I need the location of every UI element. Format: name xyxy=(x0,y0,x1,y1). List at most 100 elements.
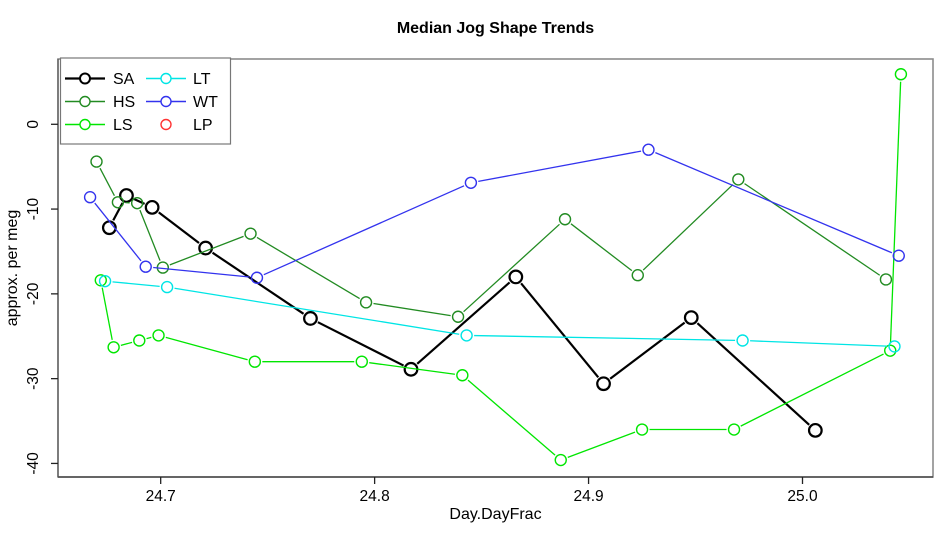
series-line-segment xyxy=(463,223,560,313)
series-line-segment xyxy=(174,287,460,335)
y-axis-title: approx. per meg xyxy=(4,210,21,327)
data-point-LT xyxy=(160,280,174,294)
legend-label: SA xyxy=(113,71,135,88)
series-line-segment xyxy=(139,209,161,261)
series-line-segment xyxy=(696,322,810,426)
y-tick-label: -10 xyxy=(25,197,42,220)
series-line-segment xyxy=(520,282,600,379)
data-point-HS xyxy=(732,173,745,186)
data-point-HS xyxy=(130,196,144,210)
data-point-LS xyxy=(152,329,165,342)
series-line-segment xyxy=(158,211,200,244)
data-point-SA xyxy=(596,376,611,392)
legend-marker-icon xyxy=(79,95,91,108)
data-point-LS xyxy=(635,423,649,436)
legend: SA HS LS LT WT LP xyxy=(59,57,232,145)
legend-marker-icon xyxy=(79,72,91,85)
legend-marker-icon xyxy=(160,72,172,85)
data-point-LS xyxy=(727,423,741,436)
data-point-SA xyxy=(508,269,524,285)
data-point-SA xyxy=(119,188,134,203)
series-line-segment xyxy=(609,321,686,380)
legend-entry-SA: SA xyxy=(65,71,135,88)
y-tick-label: -30 xyxy=(25,367,42,390)
data-point-LS xyxy=(554,453,567,467)
legend-label: WT xyxy=(193,94,218,111)
series-SA xyxy=(101,188,823,438)
series-line-segment xyxy=(750,340,888,347)
data-point-LS xyxy=(94,274,107,287)
x-axis-ticks: 24.7 24.8 24.9 25.0 xyxy=(146,477,818,505)
series-line-segment xyxy=(474,334,736,342)
series-HS xyxy=(90,155,893,323)
x-tick-label: 24.7 xyxy=(146,488,176,505)
data-point-HS xyxy=(558,213,572,226)
series-line-segment xyxy=(416,281,511,365)
series-line-segment xyxy=(642,184,734,271)
series-line-segment xyxy=(744,183,881,276)
series-line-segment xyxy=(570,223,633,272)
data-point-HS xyxy=(90,155,103,168)
data-point-HS xyxy=(631,269,644,282)
data-point-LS xyxy=(107,341,120,354)
data-point-LS xyxy=(133,334,146,347)
data-point-WT xyxy=(464,176,478,189)
chart-title: Median Jog Shape Trends xyxy=(396,20,595,37)
data-point-WT xyxy=(892,249,905,262)
series-line-segment xyxy=(740,353,884,427)
series-line-segment xyxy=(369,362,455,375)
data-point-SA xyxy=(144,199,160,215)
series-line-segment xyxy=(120,341,133,346)
series-line-segment xyxy=(317,321,405,367)
data-point-LS xyxy=(894,68,908,81)
series-line-segment xyxy=(655,152,893,254)
series-line-segment xyxy=(467,379,556,456)
legend-entry-HS: HS xyxy=(65,94,135,111)
series-LS xyxy=(94,68,908,467)
x-axis-title: Day.DayFrac xyxy=(449,506,541,523)
legend-marker-icon xyxy=(160,95,172,108)
data-point-LS xyxy=(884,344,897,357)
x-tick-label: 24.8 xyxy=(360,488,390,505)
data-point-HS xyxy=(359,296,373,309)
data-point-WT xyxy=(83,191,97,204)
data-point-HS xyxy=(879,273,893,286)
series-line-segment xyxy=(146,336,152,340)
data-point-WT xyxy=(139,260,152,273)
series-line-segment xyxy=(101,287,113,341)
legend-entry-LT: LT xyxy=(146,71,211,88)
series-line-segment xyxy=(478,150,642,183)
legend-entry-LS: LS xyxy=(65,117,133,134)
data-point-LT xyxy=(98,274,112,288)
legend-label: HS xyxy=(113,94,135,111)
series-line-segment xyxy=(94,202,142,262)
series-line-segment xyxy=(153,266,250,278)
series-line-segment xyxy=(256,236,360,300)
y-axis-ticks: 0 -10 -20 -30 -40 xyxy=(25,120,58,475)
legend-marker-icon xyxy=(79,118,91,131)
series-line-segment xyxy=(165,336,248,361)
legend-marker-icon xyxy=(160,118,172,131)
legend-entry-WT: WT xyxy=(146,94,218,111)
data-point-LS xyxy=(248,355,262,368)
data-point-SA xyxy=(807,422,823,438)
data-point-WT xyxy=(250,271,264,284)
y-tick-label: 0 xyxy=(25,120,42,129)
series-line-segment xyxy=(99,167,115,196)
data-point-HS xyxy=(244,227,257,240)
series-line-segment xyxy=(889,81,902,344)
y-tick-label: -40 xyxy=(25,452,42,475)
y-tick-label: -20 xyxy=(25,282,42,305)
legend-entry-LP: LP xyxy=(160,117,213,134)
data-point-SA xyxy=(683,310,699,326)
data-point-LS xyxy=(456,369,469,382)
data-point-HS xyxy=(451,310,465,323)
series-WT xyxy=(83,143,905,284)
data-point-LS xyxy=(355,355,368,368)
legend-label: LS xyxy=(113,117,133,134)
series-line-segment xyxy=(112,281,160,288)
data-point-WT xyxy=(642,143,655,156)
series-line-segment xyxy=(373,302,451,317)
